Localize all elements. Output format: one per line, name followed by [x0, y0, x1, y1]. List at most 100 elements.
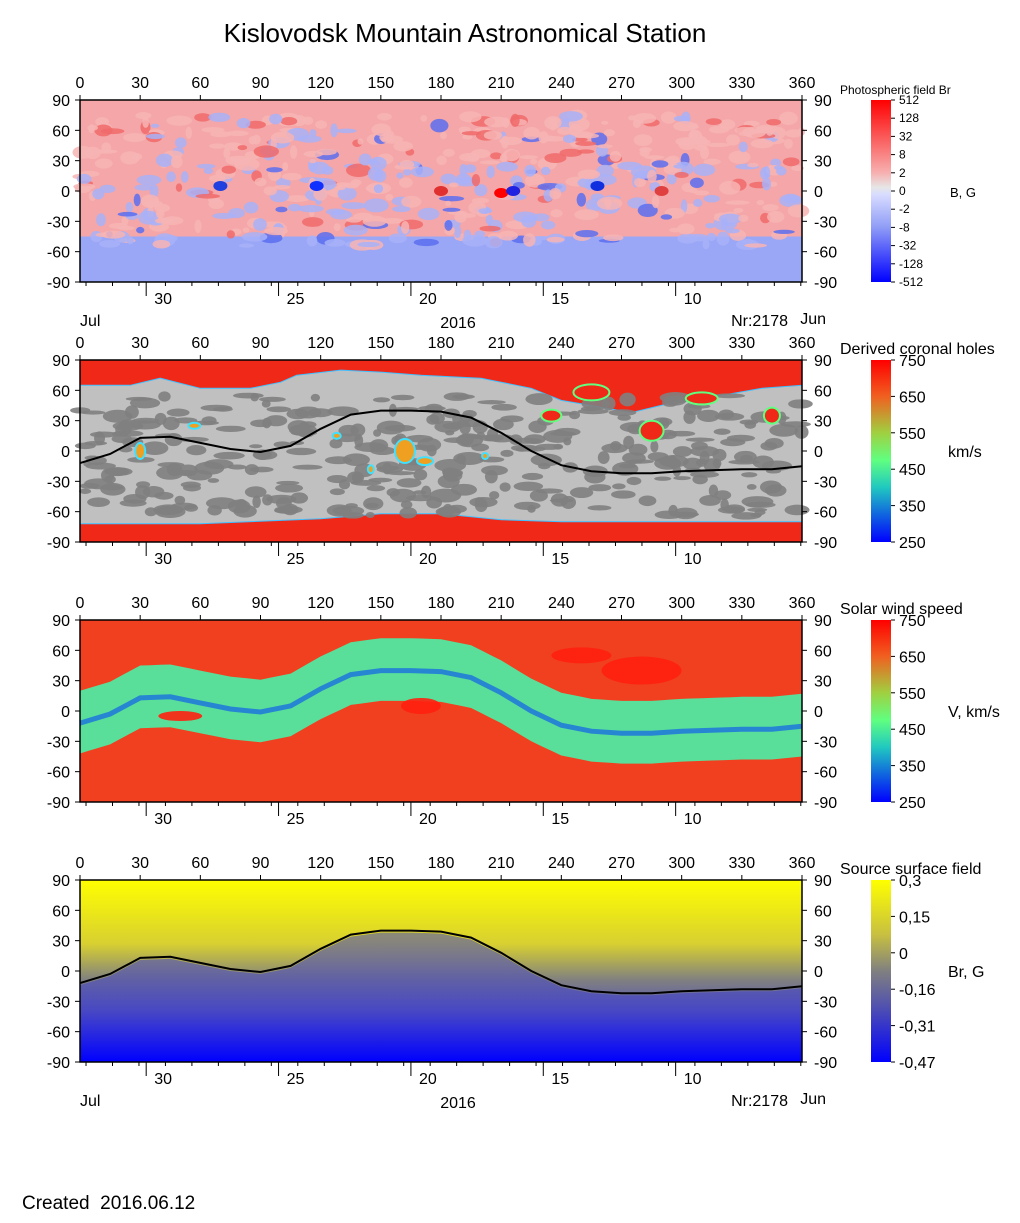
rotation-label: Nr:2178: [731, 313, 788, 330]
field-patch: [596, 164, 614, 178]
texture-patch: [373, 429, 382, 437]
texture-patch: [685, 437, 715, 442]
field-patch: [315, 120, 328, 129]
negative-polar-region: [80, 236, 802, 282]
texture-patch: [784, 504, 810, 516]
texture-patch: [489, 491, 500, 500]
texture-patch: [366, 485, 386, 492]
texture-patch: [442, 468, 463, 478]
texture-patch: [324, 456, 352, 465]
texture-patch: [180, 481, 201, 488]
colorbar-scale: [871, 100, 891, 282]
field-patch: [170, 155, 183, 169]
lat-tick-label: -90: [814, 1055, 837, 1072]
active-region: [309, 180, 324, 191]
lat-tick-label: 30: [52, 934, 70, 951]
date-tick-label: 25: [287, 1071, 305, 1088]
field-patch: [782, 195, 801, 204]
lon-tick-label: 240: [548, 595, 575, 612]
texture-patch: [119, 499, 147, 507]
field-patch: [263, 186, 277, 196]
date-tick-label: 10: [684, 291, 702, 308]
field-patch: [483, 130, 503, 140]
field-patch: [639, 148, 650, 158]
field-patch: [574, 209, 600, 221]
lat-tick-label: -60: [814, 765, 837, 782]
field-patch: [716, 231, 730, 246]
texture-patch: [587, 505, 612, 511]
lon-tick-label: 90: [252, 595, 270, 612]
field-patch: [208, 112, 231, 122]
field-patch: [461, 131, 481, 136]
lat-tick-label: -90: [47, 1055, 70, 1072]
texture-patch: [569, 487, 594, 499]
texture-patch: [569, 410, 581, 420]
texture-patch: [530, 453, 562, 467]
field-patch: [264, 227, 289, 236]
field-patch: [768, 181, 778, 187]
field-patch: [548, 117, 558, 131]
field-patch: [550, 209, 563, 218]
field-patch: [484, 236, 503, 249]
texture-patch: [745, 501, 776, 508]
lon-tick-label: 150: [367, 595, 394, 612]
field-patch: [575, 141, 597, 146]
texture-patch: [292, 464, 323, 470]
colorbar-tick-label: 550: [899, 686, 926, 703]
field-patch: [125, 201, 134, 213]
field-patch: [728, 150, 751, 164]
field-patch: [140, 194, 160, 208]
field-patch: [281, 172, 302, 181]
field-patch: [282, 161, 289, 172]
field-patch: [459, 111, 482, 123]
panel-3-solar-wind-map: [79, 620, 803, 802]
texture-patch: [85, 462, 116, 470]
field-patch: [196, 163, 216, 169]
texture-patch: [365, 511, 375, 519]
lon-tick-label: 240: [548, 335, 575, 352]
texture-patch: [442, 503, 454, 516]
lon-tick-label: 270: [608, 855, 635, 872]
lon-tick-label: 30: [131, 595, 149, 612]
field-patch: [284, 195, 310, 203]
texture-patch: [726, 434, 756, 442]
lat-tick-label: -90: [814, 795, 837, 812]
coronal-hole: [134, 442, 147, 460]
lon-tick-label: 60: [191, 595, 209, 612]
texture-patch: [484, 434, 503, 442]
field-patch: [398, 177, 413, 188]
lat-tick-label: 90: [52, 353, 70, 370]
colorbar-tick-label: 0,3: [899, 873, 921, 890]
colorbar-tick-label: -32: [899, 239, 917, 253]
texture-patch: [477, 400, 506, 405]
field-patch: [266, 167, 283, 173]
texture-patch: [310, 393, 321, 402]
field-patch: [135, 111, 152, 120]
panel-2-coronal-holes-map: [70, 360, 813, 542]
date-tick-label: 20: [419, 551, 437, 568]
created-date: Created 2016.06.12: [22, 1193, 196, 1214]
field-patch: [471, 197, 490, 204]
field-patch: [703, 194, 720, 203]
field-patch: [733, 207, 744, 214]
texture-patch: [741, 472, 758, 478]
field-patch: [524, 173, 545, 188]
field-patch: [445, 200, 452, 207]
texture-patch: [227, 464, 247, 470]
field-patch: [651, 160, 669, 168]
field-patch: [471, 173, 481, 187]
panel-1-photospheric-field-map: [72, 100, 810, 282]
texture-patch: [186, 445, 207, 456]
texture-patch: [612, 483, 626, 490]
colorbar-tick-label: 450: [899, 722, 926, 739]
coronal-hole: [762, 406, 781, 425]
lon-tick-label: 150: [367, 75, 394, 92]
colorbar-tick-label: 0: [899, 184, 906, 198]
field-patch: [341, 202, 367, 210]
field-patch: [523, 126, 541, 140]
field-patch: [695, 136, 708, 149]
field-patch: [601, 120, 609, 125]
date-tick-label: 25: [287, 551, 305, 568]
field-patch: [393, 141, 413, 152]
